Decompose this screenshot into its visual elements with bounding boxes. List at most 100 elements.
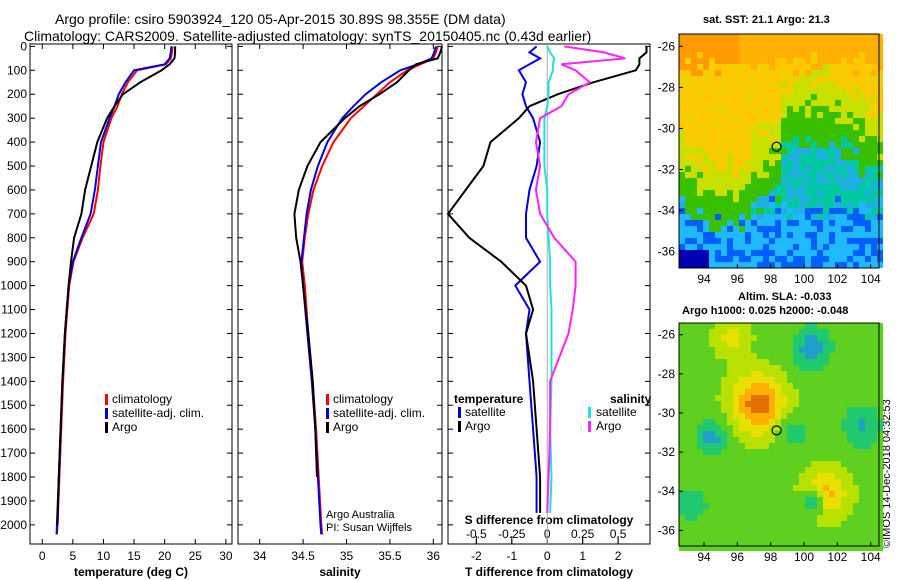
sla-map-cell [697, 359, 703, 365]
sst-map-cell [865, 100, 871, 106]
sst-map-cell [739, 34, 745, 40]
sla-map-cell [691, 479, 697, 485]
sla-map-cell [709, 383, 715, 389]
sla-map-cell [847, 491, 853, 497]
sla-map-cell [697, 461, 703, 467]
sla-map-cell [733, 497, 739, 503]
sst-map-cell [763, 64, 769, 70]
sla-map-cell [859, 431, 865, 437]
sla-map-cell [739, 353, 745, 359]
sla-map-cell [715, 371, 721, 377]
sla-map-cell [841, 449, 847, 455]
sst-map-cell [865, 184, 871, 190]
sla-map-cell [691, 413, 697, 419]
sla-map-cell [733, 377, 739, 383]
sla-map-cell [811, 503, 817, 509]
sla-map-cell [739, 395, 745, 401]
sst-map-cell [775, 238, 781, 244]
sla-map-cell [859, 329, 865, 335]
sst-map-cell [835, 94, 841, 100]
sla-map-cell [769, 449, 775, 455]
sla-map-cell [763, 377, 769, 383]
sla-map-cell [751, 527, 757, 533]
sla-map-cell [769, 425, 775, 431]
sla-map-cell [739, 419, 745, 425]
sst-map-cell [757, 256, 763, 262]
sla-map-cell [799, 329, 805, 335]
sla-map-cell [793, 533, 799, 539]
sst-map-cell [799, 184, 805, 190]
sla-map-cell [823, 473, 829, 479]
sla-map-cell [679, 455, 685, 461]
sst-map-cell [853, 238, 859, 244]
sla-map-cell [823, 443, 829, 449]
sla-map-cell [739, 341, 745, 347]
sst-map-cell [739, 220, 745, 226]
sla-map-cell [859, 527, 865, 533]
sla-map-cell [841, 443, 847, 449]
sla-map-cell [877, 527, 883, 533]
sst-map-cell [727, 202, 733, 208]
sla-map-cell [841, 437, 847, 443]
sla-map-cell [703, 533, 709, 539]
sla-map-cell [745, 539, 751, 545]
sst-map-cell [835, 190, 841, 196]
sla-map-cell [751, 365, 757, 371]
sst-map-cell [679, 52, 685, 58]
sla-map-cell [829, 491, 835, 497]
sst-map-cell [751, 34, 757, 40]
sst-map-cell [865, 46, 871, 52]
sla-map-cell [727, 437, 733, 443]
sst-map-cell [733, 130, 739, 136]
sla-map-cell [871, 485, 877, 491]
sla-map-cell [775, 437, 781, 443]
sla-map-cell [721, 335, 727, 341]
sla-map-cell [757, 497, 763, 503]
sst-map-cell [727, 52, 733, 58]
sst-map-cell [709, 172, 715, 178]
sst-map-cell [817, 64, 823, 70]
sla-map-cell [823, 491, 829, 497]
sla-map-cell [787, 371, 793, 377]
sst-map-cell [745, 82, 751, 88]
sla-map-cell [847, 365, 853, 371]
sla-map-cell [847, 323, 853, 329]
sla-map-cell [847, 395, 853, 401]
sst-map-cell [853, 226, 859, 232]
sla-map-cell [865, 413, 871, 419]
sla-map-cell [727, 413, 733, 419]
sla-map-cell [817, 479, 823, 485]
sla-map-cell [829, 455, 835, 461]
sst-map-cell [721, 82, 727, 88]
sla-map-cell [859, 449, 865, 455]
sst-map-cell [775, 130, 781, 136]
sst-map-cell [853, 202, 859, 208]
sla-map-cell [757, 341, 763, 347]
sla-map-cell [859, 419, 865, 425]
sla-map-cell [751, 329, 757, 335]
sst-map-cell [877, 70, 883, 76]
sst-map-cell [715, 256, 721, 262]
sst-map-cell [829, 94, 835, 100]
sla-map-cell [745, 425, 751, 431]
sst-map-cell [817, 172, 823, 178]
sla-map-cell [679, 521, 685, 527]
sal-panel-xtick-label: 36 [427, 549, 441, 563]
sla-map-cell [817, 347, 823, 353]
sst-map-cell [799, 178, 805, 184]
sla-map-cell [703, 479, 709, 485]
sla-map-cell [685, 419, 691, 425]
sla-map-cell [703, 497, 709, 503]
sla-map-cell [679, 401, 685, 407]
sst-map-cell [799, 214, 805, 220]
sst-map-cell [757, 70, 763, 76]
sst-map-cell [805, 88, 811, 94]
sla-map-cell [781, 377, 787, 383]
sst-map-cell [877, 190, 883, 196]
sst-map-cell [763, 178, 769, 184]
sst-map-cell [787, 160, 793, 166]
sla-map-cell [685, 527, 691, 533]
sla-map-cell [745, 365, 751, 371]
diff-panel-frame [447, 43, 651, 545]
sla-map-cell [727, 509, 733, 515]
